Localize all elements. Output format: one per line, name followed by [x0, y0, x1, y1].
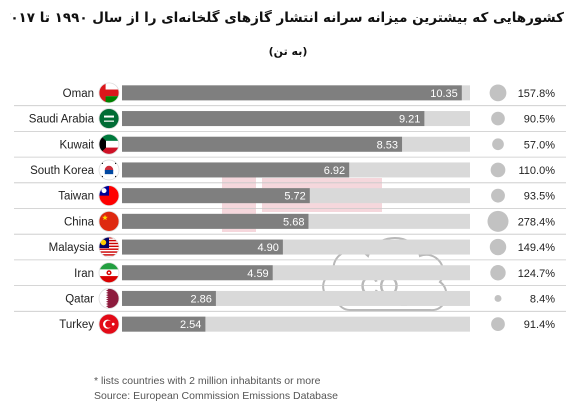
south-korea-flag: [99, 159, 119, 180]
bar: [122, 136, 403, 152]
change-label: 110.0%: [519, 165, 556, 177]
value-label: 8.53: [377, 139, 398, 151]
change-circle: [491, 188, 505, 203]
oman-flag: [99, 82, 119, 103]
category-label: Kuwait: [59, 139, 94, 151]
category-label: Turkey: [59, 319, 94, 331]
bar: [122, 85, 462, 101]
change-circle: [490, 162, 506, 178]
china-flag: [99, 211, 119, 232]
turkey-flag: [99, 314, 119, 335]
change-circle: [490, 265, 506, 281]
value-label: 2.54: [180, 319, 201, 331]
footnote: * lists countries with 2 million inhabit…: [94, 375, 321, 387]
bar: [122, 213, 309, 229]
iran-flag: [99, 262, 119, 283]
change-label: 124.7%: [518, 268, 556, 280]
bar: [122, 188, 310, 204]
change-label: 91.4%: [524, 319, 555, 331]
source-note: Source: European Commission Emissions Da…: [94, 390, 338, 402]
category-label: Malaysia: [49, 242, 95, 254]
change-label: 57.0%: [524, 139, 555, 151]
value-label: 4.59: [247, 268, 268, 280]
change-circle: [491, 317, 505, 332]
bar: [122, 290, 216, 306]
category-label: China: [64, 216, 95, 228]
qatar-flag: [99, 288, 119, 309]
bar: [122, 265, 273, 281]
saudi-arabia-flag: [99, 108, 119, 129]
change-circle: [487, 210, 509, 232]
category-label: Taiwan: [58, 191, 94, 203]
taiwan-flag: [99, 185, 119, 206]
value-label: 10.35: [430, 88, 458, 100]
bar: [122, 162, 350, 178]
value-label: 5.72: [284, 191, 305, 203]
change-label: 90.5%: [524, 114, 555, 126]
change-label: 93.5%: [524, 191, 555, 203]
change-circle: [489, 238, 507, 256]
change-circle: [494, 294, 502, 302]
change-label: 149.4%: [518, 242, 556, 254]
malaysia-flag: [99, 237, 119, 256]
change-circle: [489, 84, 507, 102]
change-circle: [491, 111, 505, 126]
value-label: 9.21: [399, 114, 420, 126]
category-label: Iran: [74, 268, 94, 280]
value-label: 4.90: [257, 242, 278, 254]
category-label: Oman: [63, 88, 94, 100]
change-label: 278.4%: [518, 216, 556, 228]
change-circle: [492, 138, 504, 151]
value-label: 5.68: [283, 216, 304, 228]
chart-title: کشورهایی که بیشترین میزانه سرانه انتشار …: [10, 10, 564, 26]
bar: [122, 239, 283, 255]
bar: [122, 316, 206, 332]
bar-track: [122, 316, 470, 332]
bar: [122, 111, 425, 127]
change-label: 8.4%: [530, 293, 555, 305]
change-label: 157.8%: [518, 88, 556, 100]
value-label: 2.86: [190, 293, 211, 305]
category-label: Qatar: [65, 293, 94, 305]
category-label: Saudi Arabia: [29, 114, 95, 126]
category-label: South Korea: [30, 165, 95, 177]
value-label: 6.92: [324, 165, 345, 177]
chart-subtitle: (به تن): [268, 45, 308, 58]
